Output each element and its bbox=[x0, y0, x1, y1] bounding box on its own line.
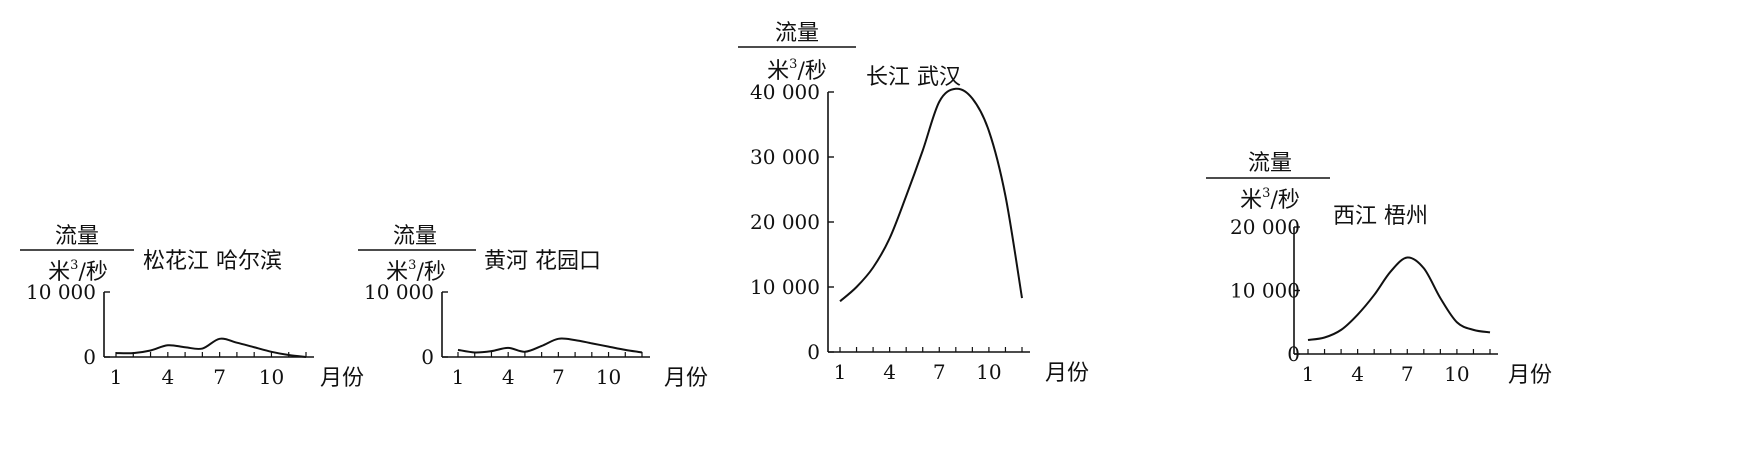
chart-title: 西江 梧州 bbox=[1333, 204, 1428, 229]
y-axis-label-bottom: 米3/秒 bbox=[386, 258, 446, 285]
y-tick-label: 0 bbox=[807, 340, 820, 364]
series-line-1 bbox=[115, 337, 307, 358]
x-tick-label: 10 bbox=[596, 365, 621, 389]
x-axis-label: 月份 bbox=[1508, 363, 1552, 388]
chart-title: 松花江 哈尔滨 bbox=[143, 249, 282, 274]
x-tick-label: 10 bbox=[1444, 362, 1469, 386]
series-line-1 bbox=[839, 87, 1023, 303]
x-tick-label: 1 bbox=[834, 360, 847, 384]
x-tick-label: 1 bbox=[452, 365, 465, 389]
y-axis-label-bottom: 米3/秒 bbox=[1240, 186, 1300, 213]
y-axis-label-top: 流量 bbox=[55, 224, 99, 249]
y-tick-label: 0 bbox=[421, 345, 434, 369]
x-tick-label: 1 bbox=[110, 365, 123, 389]
unit-base: 米 bbox=[386, 260, 408, 285]
unit-base: 米 bbox=[767, 59, 789, 84]
unit-superscript: 3 bbox=[70, 258, 78, 273]
x-tick-label: 1 bbox=[1302, 362, 1315, 386]
unit-superscript: 3 bbox=[789, 57, 797, 72]
y-axis-label-top: 流量 bbox=[1248, 151, 1292, 176]
x-tick-label: 7 bbox=[213, 365, 226, 389]
y-axis-label-bottom: 米3/秒 bbox=[48, 258, 108, 285]
x-tick-label: 4 bbox=[502, 365, 515, 389]
y-tick-label: 20 000 bbox=[750, 210, 820, 234]
x-tick-label: 4 bbox=[1351, 362, 1364, 386]
x-tick-label: 4 bbox=[883, 360, 896, 384]
y-tick-label: 10 000 bbox=[1230, 279, 1300, 303]
x-axis-label: 月份 bbox=[664, 366, 708, 391]
x-tick-label: 10 bbox=[259, 365, 284, 389]
x-tick-label: 7 bbox=[933, 360, 946, 384]
unit-superscript: 3 bbox=[1262, 186, 1270, 201]
series-line-1 bbox=[457, 337, 643, 354]
chart-title: 黄河 花园口 bbox=[484, 249, 601, 274]
unit-rest: /秒 bbox=[416, 260, 445, 285]
series-line-1 bbox=[1307, 256, 1491, 342]
chart-title: 长江 武汉 bbox=[866, 65, 961, 90]
unit-rest: /秒 bbox=[1270, 188, 1299, 213]
y-tick-label: 40 000 bbox=[750, 80, 820, 104]
x-tick-label: 7 bbox=[552, 365, 565, 389]
x-axis-label: 月份 bbox=[320, 366, 364, 391]
y-tick-label: 0 bbox=[83, 345, 96, 369]
x-axis-label: 月份 bbox=[1045, 361, 1089, 386]
unit-base: 米 bbox=[1240, 188, 1262, 213]
y-axis-label-top: 流量 bbox=[393, 224, 437, 249]
unit-base: 米 bbox=[48, 260, 70, 285]
unit-superscript: 3 bbox=[408, 258, 416, 273]
unit-rest: /秒 bbox=[797, 59, 826, 84]
y-tick-label: 20 000 bbox=[1230, 215, 1300, 239]
x-tick-label: 10 bbox=[976, 360, 1001, 384]
x-tick-label: 4 bbox=[161, 365, 174, 389]
x-tick-label: 7 bbox=[1401, 362, 1414, 386]
y-axis-label-top: 流量 bbox=[775, 21, 819, 46]
y-tick-label: 10 000 bbox=[364, 280, 434, 304]
y-tick-label: 10 000 bbox=[750, 275, 820, 299]
y-tick-label: 0 bbox=[1287, 342, 1300, 366]
y-tick-label: 10 000 bbox=[26, 280, 96, 304]
y-axis-label-bottom: 米3/秒 bbox=[767, 57, 827, 84]
unit-rest: /秒 bbox=[78, 260, 107, 285]
y-tick-label: 30 000 bbox=[750, 145, 820, 169]
